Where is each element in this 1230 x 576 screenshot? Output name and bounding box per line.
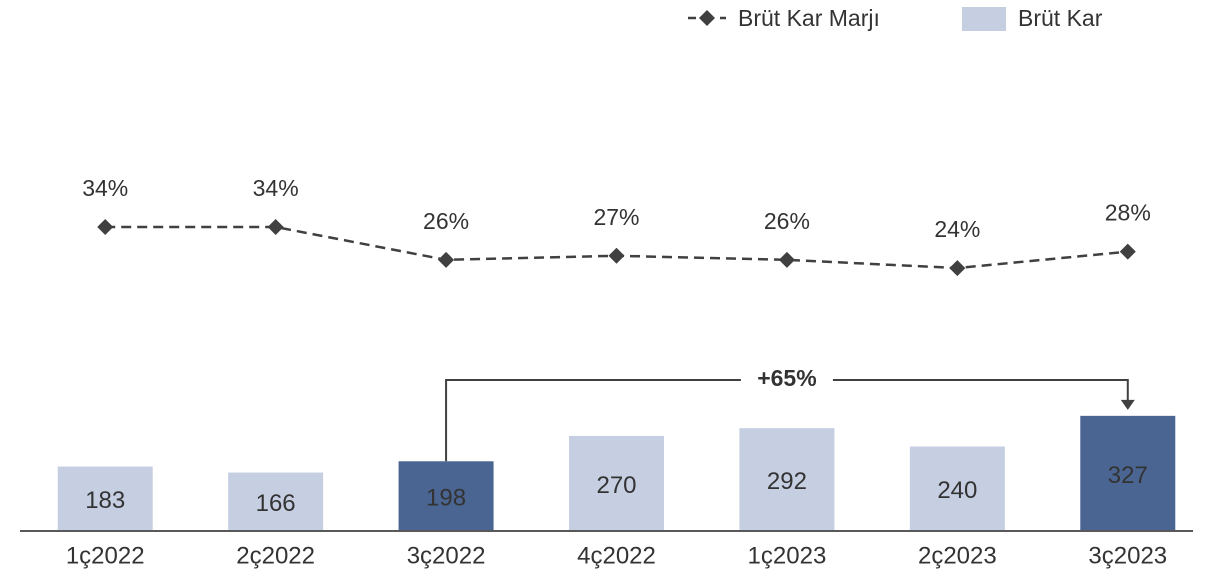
legend-label: Brüt Kar Marjı bbox=[738, 5, 880, 31]
x-tick-label: 1ç2022 bbox=[66, 542, 145, 569]
bar bbox=[569, 435, 664, 531]
x-tick-label: 2ç2023 bbox=[918, 542, 997, 569]
legend-label: Brüt Kar bbox=[1018, 5, 1103, 31]
line-label: 26% bbox=[423, 208, 469, 234]
line-label: 24% bbox=[934, 216, 980, 242]
bar-label: 183 bbox=[85, 487, 125, 514]
annotation-bg bbox=[740, 365, 833, 395]
line-label: 34% bbox=[82, 175, 128, 201]
bar-label: 166 bbox=[256, 490, 296, 517]
x-tick-label: 3ç2023 bbox=[1088, 542, 1167, 569]
bar bbox=[1080, 415, 1176, 531]
marker bbox=[949, 260, 966, 277]
annotation-arrow bbox=[1120, 399, 1135, 410]
marker bbox=[778, 251, 795, 268]
line-label: 28% bbox=[1105, 200, 1151, 226]
bar-label: 198 bbox=[426, 484, 466, 511]
marker bbox=[438, 251, 455, 268]
legend: Brüt Kar Marjı Brüt Kar bbox=[688, 5, 1103, 31]
line-label: 34% bbox=[253, 175, 299, 201]
line-label: 26% bbox=[764, 208, 810, 234]
bar bbox=[228, 472, 324, 531]
bar-label: 240 bbox=[937, 477, 977, 504]
bar bbox=[57, 466, 153, 531]
x-tick-label: 4ç2022 bbox=[577, 542, 656, 569]
x-tick-label: 2ç2022 bbox=[236, 542, 315, 569]
x-tick-label: 1ç2023 bbox=[748, 542, 827, 569]
annotation: +65% bbox=[757, 365, 816, 391]
marker bbox=[267, 218, 284, 235]
marker bbox=[608, 247, 625, 264]
marker bbox=[97, 218, 114, 235]
legend-marker bbox=[699, 10, 715, 26]
line-label: 27% bbox=[593, 204, 639, 230]
bar bbox=[398, 461, 494, 531]
legend-swatch bbox=[962, 7, 1006, 31]
marker bbox=[1119, 243, 1136, 260]
bar-label: 327 bbox=[1108, 462, 1148, 489]
bar-label: 292 bbox=[767, 468, 807, 495]
bar-label: 270 bbox=[596, 472, 636, 499]
bar bbox=[739, 428, 835, 531]
x-tick-label: 3ç2022 bbox=[407, 542, 486, 569]
bar bbox=[909, 446, 1005, 531]
